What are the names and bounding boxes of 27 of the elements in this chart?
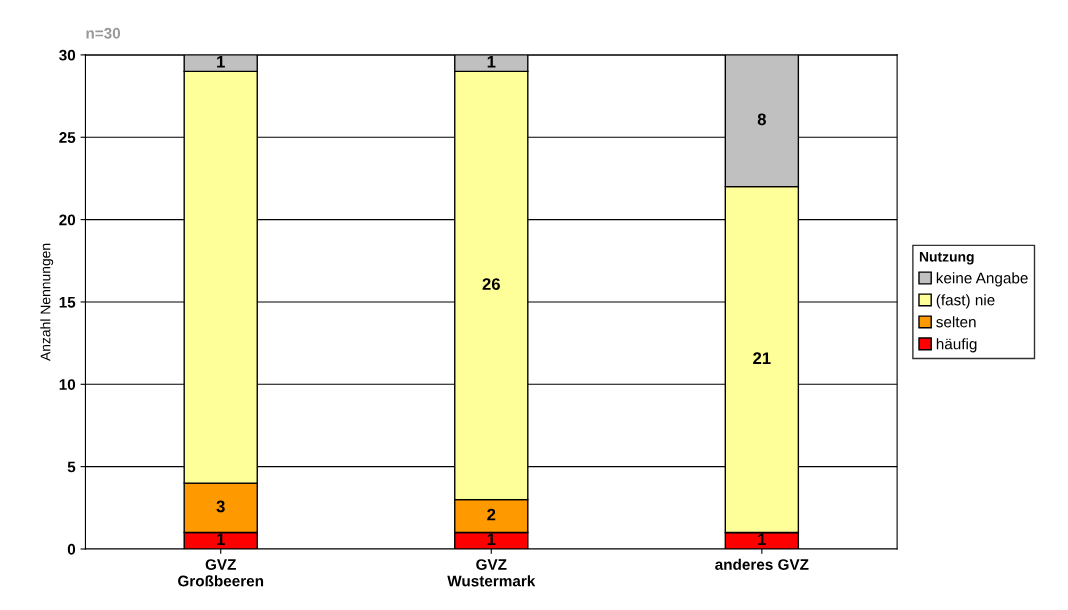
legend-label: (fast) nie [936,294,995,309]
y-tick-label: 5 [67,461,76,473]
data-label: 21 [753,352,771,364]
data-label: 1 [217,533,225,546]
data-label: 3 [216,500,225,513]
legend-label: häufig [936,338,977,353]
data-label: 26 [482,278,500,290]
chart-subtitle: n=30 [86,27,121,39]
y-tick-label: 10 [59,379,76,390]
y-tick-label: 15 [59,296,76,308]
legend-label: keine Angabe [936,272,1028,287]
y-axis-title: Anzahl Nennungen [40,243,54,361]
legend-label: selten [936,316,976,328]
y-tick-label: 0 [67,543,76,555]
data-label: 1 [487,533,496,546]
data-label: 8 [757,113,766,126]
data-label: 1 [217,55,225,68]
y-tick-label: 30 [59,49,76,61]
data-label: 2 [487,508,496,521]
y-tick-label: 25 [59,132,76,143]
legend-title: Nutzung [919,252,974,265]
y-tick-label: 20 [59,214,76,226]
data-label: 1 [487,55,496,68]
x-tick-label: GVZ Wustermark [447,559,536,587]
x-tick-label: GVZ Großbeeren [178,559,264,587]
data-label: 1 [758,533,767,546]
x-tick-label: anderes GVZ [715,558,809,570]
